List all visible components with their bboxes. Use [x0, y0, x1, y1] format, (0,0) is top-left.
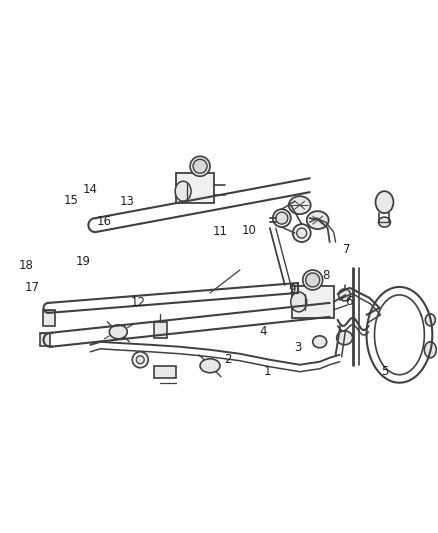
Ellipse shape — [378, 217, 390, 227]
FancyBboxPatch shape — [292, 286, 334, 318]
Ellipse shape — [337, 331, 353, 345]
FancyBboxPatch shape — [154, 366, 176, 378]
Text: 12: 12 — [131, 296, 146, 309]
Ellipse shape — [200, 359, 220, 373]
FancyBboxPatch shape — [39, 333, 49, 346]
Text: 7: 7 — [343, 243, 350, 256]
Ellipse shape — [339, 289, 350, 301]
FancyBboxPatch shape — [42, 310, 54, 326]
Ellipse shape — [297, 228, 307, 238]
Text: 16: 16 — [97, 215, 112, 228]
Ellipse shape — [193, 159, 207, 173]
Ellipse shape — [132, 352, 148, 368]
Text: 9: 9 — [289, 284, 296, 296]
Text: 10: 10 — [241, 224, 256, 237]
Ellipse shape — [276, 212, 288, 224]
Text: 8: 8 — [322, 269, 330, 282]
Ellipse shape — [306, 273, 320, 287]
Ellipse shape — [375, 191, 393, 213]
Ellipse shape — [307, 211, 328, 229]
Text: 2: 2 — [224, 353, 231, 366]
Text: 4: 4 — [259, 325, 266, 338]
Ellipse shape — [303, 270, 323, 290]
Text: 5: 5 — [381, 365, 389, 378]
Ellipse shape — [136, 356, 144, 364]
Ellipse shape — [190, 156, 210, 176]
Text: 18: 18 — [18, 259, 33, 272]
Text: 15: 15 — [64, 193, 79, 207]
Text: 6: 6 — [345, 295, 353, 308]
Ellipse shape — [313, 336, 327, 348]
Text: 1: 1 — [263, 365, 271, 378]
Text: 17: 17 — [25, 281, 39, 294]
Ellipse shape — [175, 181, 191, 201]
Text: 19: 19 — [75, 255, 90, 268]
Text: 11: 11 — [212, 225, 227, 238]
Ellipse shape — [273, 209, 291, 227]
Text: 3: 3 — [294, 341, 301, 354]
Ellipse shape — [110, 325, 127, 339]
Ellipse shape — [425, 314, 435, 326]
FancyBboxPatch shape — [154, 322, 167, 338]
Ellipse shape — [291, 292, 307, 312]
Ellipse shape — [289, 196, 311, 214]
Ellipse shape — [424, 342, 436, 358]
Text: 14: 14 — [83, 183, 98, 196]
Text: 13: 13 — [120, 195, 135, 208]
Ellipse shape — [293, 224, 311, 242]
FancyBboxPatch shape — [176, 173, 214, 203]
